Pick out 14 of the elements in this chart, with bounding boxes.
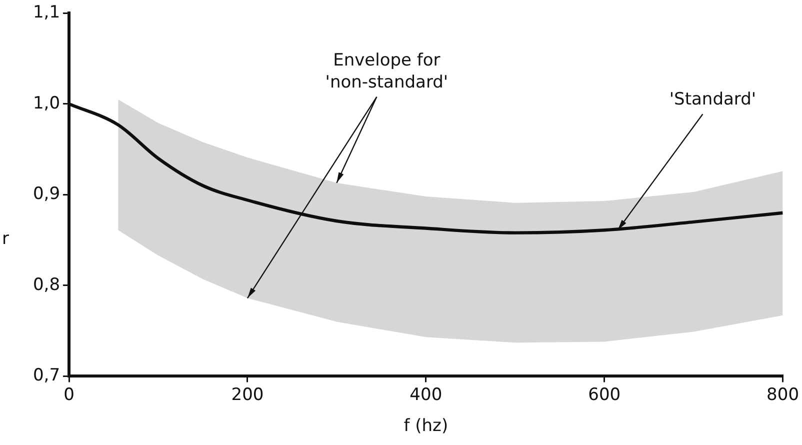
x-tick-label: 0 bbox=[64, 384, 74, 405]
x-tick-label: 600 bbox=[588, 384, 621, 405]
y-tick-label: 1,0 bbox=[32, 93, 60, 114]
y-tick-label: 0,8 bbox=[32, 274, 60, 295]
y-tick-label: 0,7 bbox=[32, 366, 60, 386]
y-tick-label: 1,1 bbox=[32, 2, 60, 23]
y-tick-label: 0,9 bbox=[32, 184, 60, 204]
x-axis-title: f (hz) bbox=[404, 416, 448, 436]
x-tick-label: 800 bbox=[766, 384, 800, 405]
annotation: 'Standard' bbox=[669, 90, 756, 110]
annotation: Envelope for 'non-standard' bbox=[325, 50, 448, 92]
x-tick-label: 400 bbox=[410, 384, 442, 405]
x-tick-label: 200 bbox=[231, 384, 264, 405]
y-axis-title: r bbox=[2, 229, 9, 250]
